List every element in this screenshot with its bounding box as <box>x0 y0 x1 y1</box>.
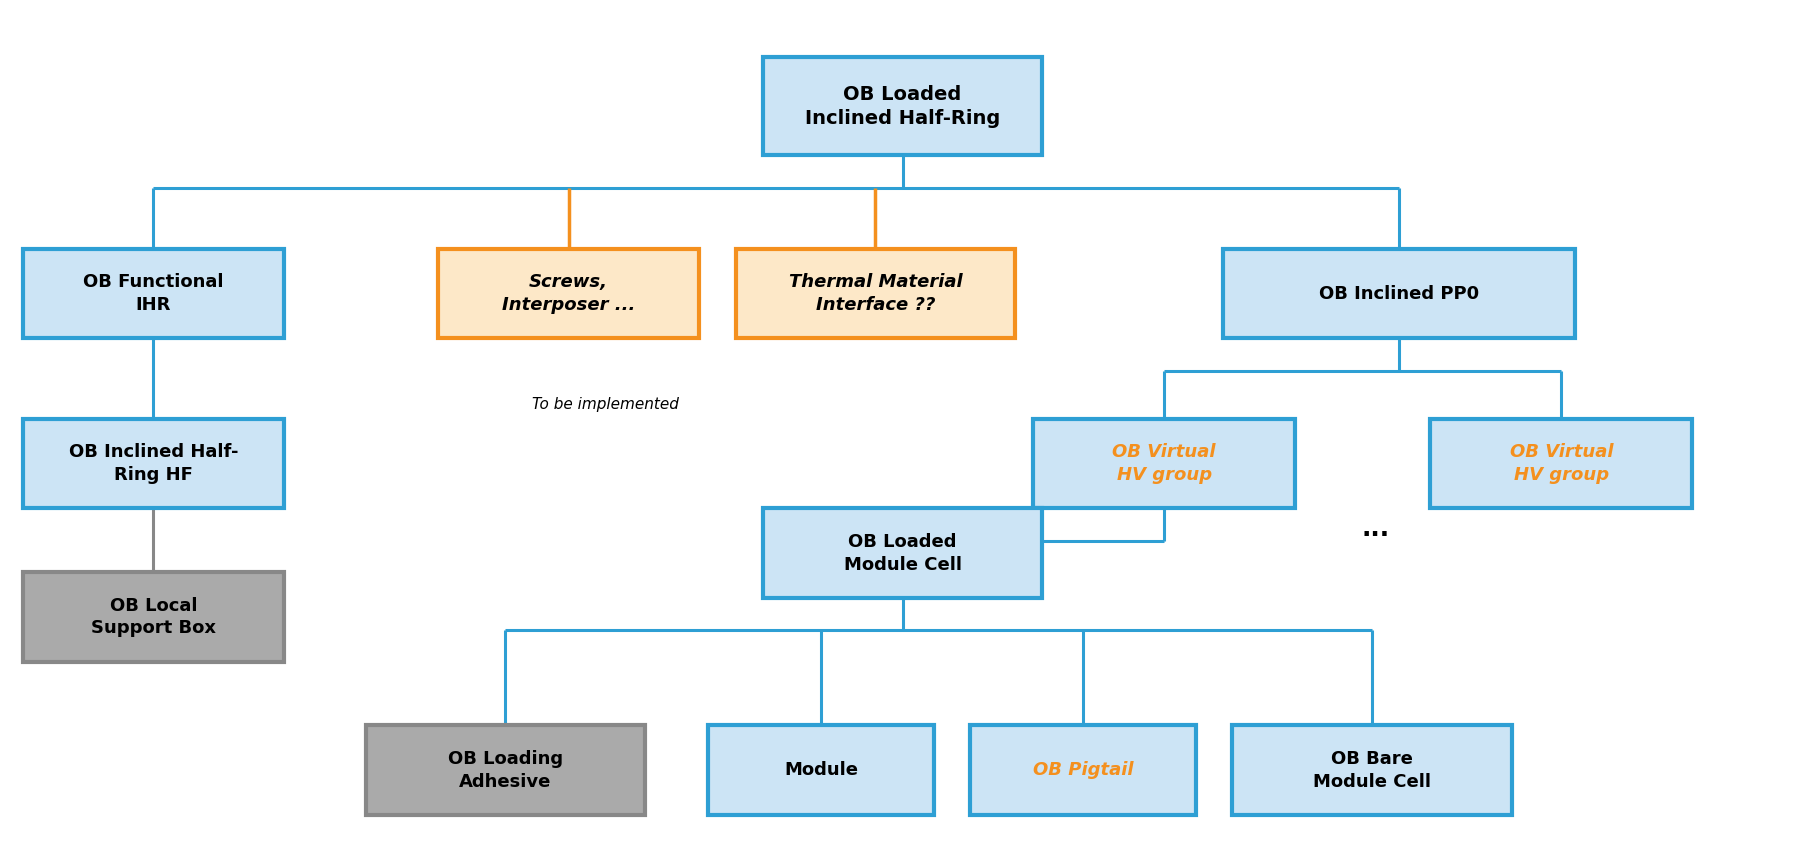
Text: OB Loaded
Inclined Half-Ring: OB Loaded Inclined Half-Ring <box>805 85 1000 128</box>
Text: OB Functional
IHR: OB Functional IHR <box>83 273 224 314</box>
Text: OB Virtual
HV group: OB Virtual HV group <box>1112 443 1217 484</box>
FancyBboxPatch shape <box>762 509 1043 597</box>
FancyBboxPatch shape <box>1224 249 1576 338</box>
FancyBboxPatch shape <box>1430 419 1693 508</box>
Text: OB Loading
Adhesive: OB Loading Adhesive <box>448 750 563 791</box>
FancyBboxPatch shape <box>23 573 285 662</box>
FancyBboxPatch shape <box>762 58 1043 155</box>
Text: OB Inclined PP0: OB Inclined PP0 <box>1319 284 1478 303</box>
FancyBboxPatch shape <box>971 725 1197 815</box>
Text: OB Inclined Half-
Ring HF: OB Inclined Half- Ring HF <box>69 443 238 484</box>
Text: Module: Module <box>785 761 857 780</box>
Text: OB Bare
Module Cell: OB Bare Module Cell <box>1312 750 1431 791</box>
Text: OB Loaded
Module Cell: OB Loaded Module Cell <box>843 533 962 574</box>
FancyBboxPatch shape <box>736 249 1014 338</box>
Text: OB Pigtail: OB Pigtail <box>1032 761 1134 780</box>
FancyBboxPatch shape <box>366 725 646 815</box>
Text: OB Virtual
HV group: OB Virtual HV group <box>1509 443 1614 484</box>
FancyBboxPatch shape <box>23 249 285 338</box>
Text: Thermal Material
Interface ??: Thermal Material Interface ?? <box>789 273 962 314</box>
Text: To be implemented: To be implemented <box>532 397 679 412</box>
FancyBboxPatch shape <box>23 419 285 508</box>
FancyBboxPatch shape <box>708 725 935 815</box>
FancyBboxPatch shape <box>1231 725 1513 815</box>
FancyBboxPatch shape <box>1032 419 1296 508</box>
Text: Screws,
Interposer ...: Screws, Interposer ... <box>502 273 635 314</box>
FancyBboxPatch shape <box>437 249 699 338</box>
Text: OB Local
Support Box: OB Local Support Box <box>90 597 217 637</box>
Text: ...: ... <box>1361 517 1390 541</box>
